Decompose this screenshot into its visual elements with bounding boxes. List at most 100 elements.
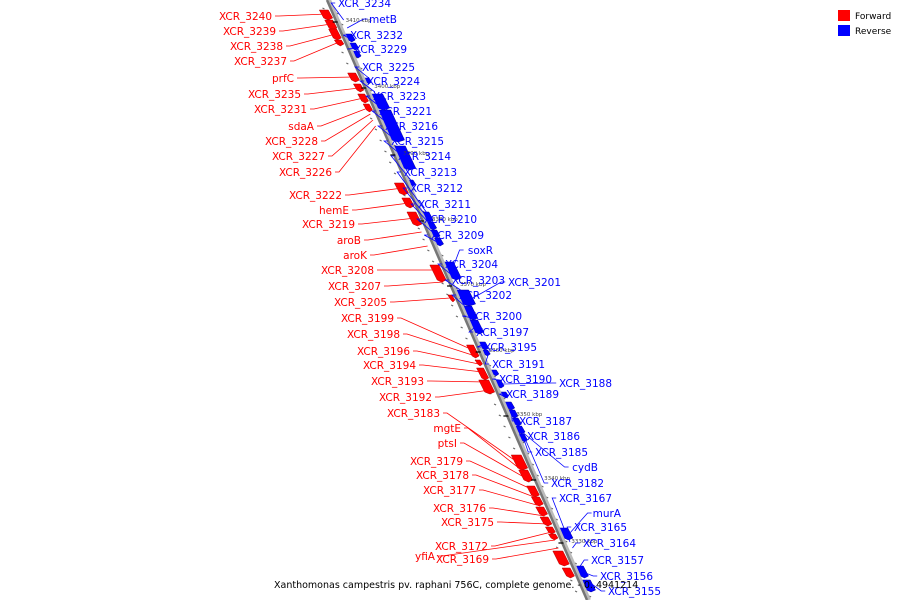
forward-gene-16: [478, 379, 496, 395]
forward-leader-32: [497, 521, 549, 525]
reverse-leader-26: [501, 382, 557, 385]
forward-leader-6: [310, 97, 364, 110]
minor-tick-left-38: [503, 425, 506, 428]
forward-leader-5: [304, 87, 360, 95]
forward-gene-0: [318, 9, 334, 21]
forward-gene-label: sdaA: [288, 121, 315, 133]
minor-tick-left-53: [574, 590, 578, 593]
reverse-gene-label: XCR_3212: [410, 183, 463, 195]
forward-gene-3: [333, 39, 345, 47]
reverse-gene-label: XCR_3234: [338, 0, 391, 10]
forward-gene-11: [429, 264, 447, 283]
forward-gene-label: XCR_3227: [272, 151, 325, 163]
forward-gene-label: XCR_3192: [379, 392, 432, 404]
forward-gene-label: XCR_3175: [441, 517, 494, 529]
forward-gene-label: XCR_3238: [230, 41, 283, 53]
forward-leader-10: [335, 125, 376, 173]
forward-leader-11: [345, 187, 403, 196]
genome-backbone: [325, 0, 589, 600]
reverse-leader-24: [484, 353, 490, 365]
forward-gene-label: XCR_3237: [234, 56, 287, 68]
forward-gene-label: XCR_3172: [435, 541, 488, 553]
scale-label-8: 3330 kbp: [571, 539, 597, 545]
forward-gene-25: [552, 550, 570, 567]
forward-leader-24: [435, 389, 491, 398]
reverse-leader-10: [390, 155, 416, 187]
reverse-gene-label: XCR_3215: [391, 136, 444, 148]
forward-leader-31: [489, 507, 545, 517]
forward-leader-18: [390, 297, 451, 303]
forward-leader-26: [464, 427, 527, 475]
reverse-gene-label: XCR_3210: [424, 214, 477, 226]
minor-tick-left-15: [393, 172, 397, 175]
minor-tick-left-40: [512, 447, 516, 450]
forward-gene-15: [476, 367, 490, 381]
forward-gene-label: XCR_3178: [416, 470, 469, 482]
reverse-leader-0: [330, 2, 344, 21]
reverse-leader-38: [582, 571, 598, 577]
forward-gene-24: [547, 533, 559, 541]
forward-gene-label: mgtE: [433, 423, 461, 435]
forward-gene-label: XCR_3239: [223, 26, 276, 38]
forward-gene-label: XCR_3194: [363, 360, 416, 372]
reverse-gene-label: XCR_3200: [469, 311, 522, 323]
forward-gene-20: [530, 496, 544, 507]
reverse-gene-label: XCR_3191: [492, 359, 545, 371]
forward-leader-2: [286, 33, 336, 47]
forward-leader-17: [384, 281, 444, 287]
forward-leader-9: [328, 119, 374, 157]
reverse-gene-label: XCR_3209: [431, 230, 484, 242]
genome-backbone-shadow: [327, 0, 591, 600]
forward-leader-14: [364, 231, 422, 241]
reverse-gene-label: XCR_3190: [499, 374, 552, 386]
forward-leader-19: [397, 317, 473, 351]
reverse-gene-label: XCR_3195: [484, 342, 537, 354]
reverse-leader-37: [579, 559, 589, 567]
reverse-leader-14: [416, 218, 438, 237]
reverse-leader-12: [402, 187, 432, 223]
forward-gene-label: XCR_3169: [436, 554, 489, 566]
scale-label-6: 3350 kbp: [516, 412, 542, 418]
forward-gene-label: ptsI: [438, 438, 457, 450]
reverse-gene-label: XCR_3155: [608, 586, 661, 598]
minor-tick-left-4: [341, 51, 344, 54]
reverse-leader-28: [510, 405, 517, 422]
reverse-gene-label: XCR_3202: [459, 290, 512, 302]
reverse-leader-27: [499, 393, 508, 399]
forward-leader-7: [317, 107, 368, 127]
scale-label-3: 3380 kbp: [432, 217, 458, 223]
minor-tick-left-29: [460, 326, 463, 329]
forward-gene-label: hemE: [319, 205, 349, 217]
reverse-leader-5: [359, 80, 376, 93]
scale-label-1: 3400 kbp: [374, 84, 400, 90]
forward-gene-label: XCR_3177: [423, 485, 476, 497]
reverse-leader-21: [462, 315, 473, 319]
forward-gene-label: XCR_3198: [347, 329, 400, 341]
reverse-gene-label: XCR_3223: [373, 91, 426, 103]
reverse-leader-1: [346, 18, 368, 29]
minor-tick-left-37: [498, 414, 502, 417]
reverse-gene-label: XCR_3186: [527, 431, 580, 443]
reverse-gene-label: XCR_3214: [398, 151, 451, 163]
reverse-leader-19: [465, 281, 506, 303]
scale-label-5: 3360 kbp: [489, 348, 515, 354]
forward-leader-1: [279, 23, 332, 32]
legend-forward-swatch: [838, 10, 850, 21]
reverse-leader-4: [354, 66, 370, 79]
forward-gene-label: XCR_3205: [334, 297, 387, 309]
forward-gene-18: [518, 469, 534, 483]
minor-tick-left-20: [417, 227, 421, 230]
reverse-leader-2: [343, 34, 353, 41]
forward-leader-35: [492, 547, 559, 560]
minor-tick-left-23: [431, 260, 435, 263]
forward-leader-13: [358, 217, 416, 225]
reverse-gene-label: XCR_3216: [385, 121, 438, 133]
forward-leader-15: [370, 245, 428, 256]
reverse-leader-3: [347, 47, 356, 50]
reverse-leader-33: [551, 497, 566, 531]
reverse-leader-20: [451, 294, 470, 311]
reverse-gene-label: XCR_3167: [559, 493, 612, 505]
reverse-gene-label: soxR: [468, 245, 493, 257]
reverse-gene-label: XCR_3185: [535, 447, 588, 459]
